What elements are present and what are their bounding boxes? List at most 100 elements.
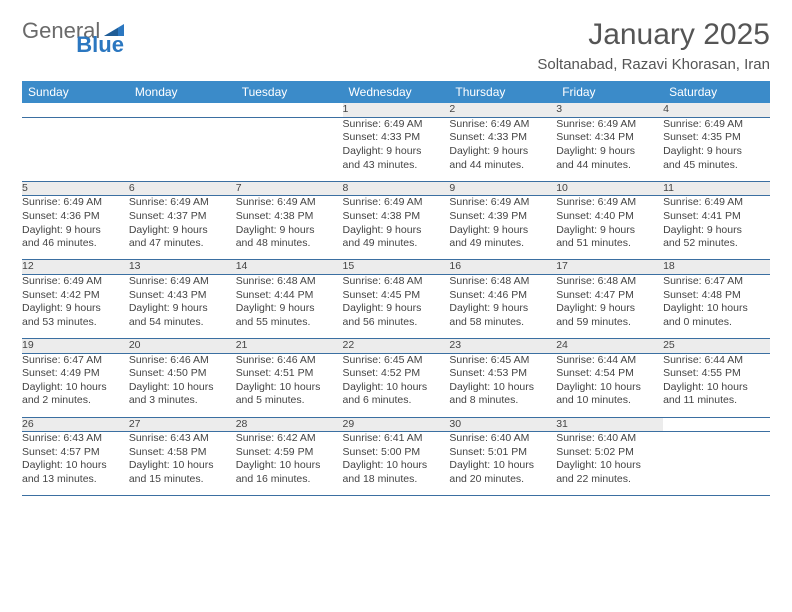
sunset-text: Sunset: 4:52 PM bbox=[343, 367, 450, 381]
sunset-text: Sunset: 4:41 PM bbox=[663, 210, 770, 224]
day-cell: Sunrise: 6:49 AMSunset: 4:35 PMDaylight:… bbox=[663, 117, 770, 181]
sunrise-text: Sunrise: 6:49 AM bbox=[343, 118, 450, 132]
daylight-line1: Daylight: 9 hours bbox=[556, 145, 663, 159]
day-header: Saturday bbox=[663, 81, 770, 103]
day-number-row: 12131415161718 bbox=[22, 260, 770, 275]
day-number: 12 bbox=[22, 260, 129, 275]
day-number: 6 bbox=[129, 181, 236, 196]
daylight-line2: and 56 minutes. bbox=[343, 316, 450, 330]
daylight-line1: Daylight: 10 hours bbox=[343, 381, 450, 395]
sunrise-text: Sunrise: 6:48 AM bbox=[556, 275, 663, 289]
sunset-text: Sunset: 5:02 PM bbox=[556, 446, 663, 460]
daylight-line1: Daylight: 10 hours bbox=[663, 302, 770, 316]
location-text: Soltanabad, Razavi Khorasan, Iran bbox=[537, 56, 770, 73]
day-number: 21 bbox=[236, 338, 343, 353]
sunset-text: Sunset: 4:53 PM bbox=[449, 367, 556, 381]
daylight-line1: Daylight: 10 hours bbox=[236, 459, 343, 473]
daylight-line1: Daylight: 9 hours bbox=[129, 224, 236, 238]
day-number bbox=[663, 417, 770, 432]
day-cell: Sunrise: 6:44 AMSunset: 4:54 PMDaylight:… bbox=[556, 353, 663, 417]
day-cell: Sunrise: 6:48 AMSunset: 4:44 PMDaylight:… bbox=[236, 274, 343, 338]
daylight-line2: and 3 minutes. bbox=[129, 394, 236, 408]
daylight-line1: Daylight: 10 hours bbox=[449, 459, 556, 473]
daylight-line1: Daylight: 10 hours bbox=[556, 381, 663, 395]
day-number: 1 bbox=[343, 103, 450, 117]
sunset-text: Sunset: 5:01 PM bbox=[449, 446, 556, 460]
page-header: General Blue January 2025 Soltanabad, Ra… bbox=[22, 18, 770, 73]
day-number: 4 bbox=[663, 103, 770, 117]
daylight-line2: and 44 minutes. bbox=[449, 159, 556, 173]
sunrise-text: Sunrise: 6:46 AM bbox=[236, 354, 343, 368]
daylight-line2: and 22 minutes. bbox=[556, 473, 663, 487]
sunrise-text: Sunrise: 6:48 AM bbox=[449, 275, 556, 289]
sunrise-text: Sunrise: 6:48 AM bbox=[236, 275, 343, 289]
day-number bbox=[236, 103, 343, 117]
day-number: 30 bbox=[449, 417, 556, 432]
sunrise-text: Sunrise: 6:40 AM bbox=[556, 432, 663, 446]
daylight-line1: Daylight: 10 hours bbox=[129, 459, 236, 473]
daylight-line1: Daylight: 10 hours bbox=[663, 381, 770, 395]
daylight-line2: and 6 minutes. bbox=[343, 394, 450, 408]
day-cell: Sunrise: 6:45 AMSunset: 4:52 PMDaylight:… bbox=[343, 353, 450, 417]
day-number: 3 bbox=[556, 103, 663, 117]
day-cell: Sunrise: 6:48 AMSunset: 4:46 PMDaylight:… bbox=[449, 274, 556, 338]
daylight-line2: and 44 minutes. bbox=[556, 159, 663, 173]
sunset-text: Sunset: 4:38 PM bbox=[343, 210, 450, 224]
day-header: Sunday bbox=[22, 81, 129, 103]
day-cell: Sunrise: 6:47 AMSunset: 4:48 PMDaylight:… bbox=[663, 274, 770, 338]
sunset-text: Sunset: 4:34 PM bbox=[556, 131, 663, 145]
daylight-line2: and 49 minutes. bbox=[343, 237, 450, 251]
daylight-line2: and 13 minutes. bbox=[22, 473, 129, 487]
sunrise-text: Sunrise: 6:49 AM bbox=[129, 275, 236, 289]
daylight-line1: Daylight: 9 hours bbox=[22, 224, 129, 238]
sunset-text: Sunset: 4:46 PM bbox=[449, 289, 556, 303]
day-cell bbox=[22, 117, 129, 181]
day-cell: Sunrise: 6:49 AMSunset: 4:36 PMDaylight:… bbox=[22, 196, 129, 260]
day-detail-row: Sunrise: 6:49 AMSunset: 4:42 PMDaylight:… bbox=[22, 274, 770, 338]
day-number: 9 bbox=[449, 181, 556, 196]
daylight-line2: and 5 minutes. bbox=[236, 394, 343, 408]
day-number: 19 bbox=[22, 338, 129, 353]
day-number: 20 bbox=[129, 338, 236, 353]
sunrise-text: Sunrise: 6:42 AM bbox=[236, 432, 343, 446]
day-cell: Sunrise: 6:49 AMSunset: 4:38 PMDaylight:… bbox=[236, 196, 343, 260]
daylight-line2: and 54 minutes. bbox=[129, 316, 236, 330]
day-number: 8 bbox=[343, 181, 450, 196]
sunrise-text: Sunrise: 6:46 AM bbox=[129, 354, 236, 368]
day-cell: Sunrise: 6:44 AMSunset: 4:55 PMDaylight:… bbox=[663, 353, 770, 417]
daylight-line2: and 58 minutes. bbox=[449, 316, 556, 330]
day-number bbox=[22, 103, 129, 117]
daylight-line1: Daylight: 9 hours bbox=[343, 302, 450, 316]
day-number: 17 bbox=[556, 260, 663, 275]
day-cell: Sunrise: 6:49 AMSunset: 4:33 PMDaylight:… bbox=[343, 117, 450, 181]
day-cell: Sunrise: 6:49 AMSunset: 4:40 PMDaylight:… bbox=[556, 196, 663, 260]
day-number: 14 bbox=[236, 260, 343, 275]
sunset-text: Sunset: 4:57 PM bbox=[22, 446, 129, 460]
day-cell: Sunrise: 6:45 AMSunset: 4:53 PMDaylight:… bbox=[449, 353, 556, 417]
daylight-line2: and 51 minutes. bbox=[556, 237, 663, 251]
daylight-line2: and 48 minutes. bbox=[236, 237, 343, 251]
day-header: Tuesday bbox=[236, 81, 343, 103]
day-number: 27 bbox=[129, 417, 236, 432]
daylight-line1: Daylight: 9 hours bbox=[449, 145, 556, 159]
sunset-text: Sunset: 4:58 PM bbox=[129, 446, 236, 460]
sunset-text: Sunset: 4:55 PM bbox=[663, 367, 770, 381]
day-cell: Sunrise: 6:49 AMSunset: 4:42 PMDaylight:… bbox=[22, 274, 129, 338]
daylight-line2: and 8 minutes. bbox=[449, 394, 556, 408]
day-cell: Sunrise: 6:40 AMSunset: 5:01 PMDaylight:… bbox=[449, 432, 556, 496]
day-number-row: 19202122232425 bbox=[22, 338, 770, 353]
brand-logo: General Blue bbox=[22, 18, 176, 44]
daylight-line2: and 0 minutes. bbox=[663, 316, 770, 330]
sunrise-text: Sunrise: 6:41 AM bbox=[343, 432, 450, 446]
sunset-text: Sunset: 4:33 PM bbox=[343, 131, 450, 145]
sunset-text: Sunset: 4:51 PM bbox=[236, 367, 343, 381]
sunset-text: Sunset: 4:37 PM bbox=[129, 210, 236, 224]
sunrise-text: Sunrise: 6:44 AM bbox=[663, 354, 770, 368]
brand-text-blue: Blue bbox=[76, 32, 124, 58]
day-cell: Sunrise: 6:41 AMSunset: 5:00 PMDaylight:… bbox=[343, 432, 450, 496]
sunrise-text: Sunrise: 6:49 AM bbox=[22, 275, 129, 289]
day-cell: Sunrise: 6:49 AMSunset: 4:41 PMDaylight:… bbox=[663, 196, 770, 260]
month-title: January 2025 bbox=[537, 18, 770, 52]
daylight-line1: Daylight: 10 hours bbox=[343, 459, 450, 473]
day-cell bbox=[236, 117, 343, 181]
